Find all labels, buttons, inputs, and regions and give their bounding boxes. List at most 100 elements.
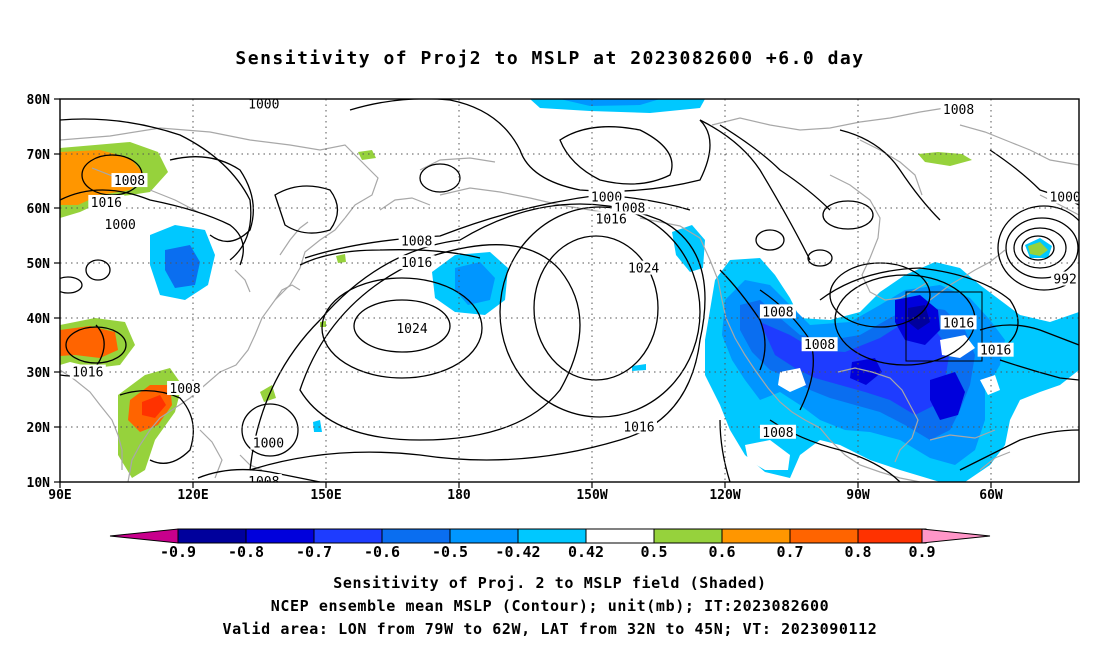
contour-label: 1016 bbox=[401, 256, 432, 271]
lat-label: 80N bbox=[27, 93, 51, 108]
map-frame bbox=[59, 98, 1080, 483]
valid-area-box bbox=[905, 291, 983, 362]
contour-label: 1016 bbox=[980, 344, 1011, 359]
lat-label: 20N bbox=[27, 421, 51, 436]
page-title: Sensitivity of Proj2 to MSLP at 20230826… bbox=[235, 48, 865, 69]
contour-label: 1008 bbox=[943, 103, 974, 118]
contour-label-bg bbox=[977, 342, 1014, 357]
contour-label-bg bbox=[801, 337, 838, 352]
colorbar-arrow-left bbox=[109, 528, 179, 544]
lat-label: 70N bbox=[27, 148, 51, 163]
colorbar-segment bbox=[721, 528, 791, 544]
contour-label: 1008 bbox=[762, 426, 793, 441]
contour-label-bg bbox=[394, 320, 431, 335]
colorbar bbox=[109, 528, 991, 544]
contour-label: 1008 bbox=[169, 382, 200, 397]
contour-label-bg bbox=[620, 419, 657, 434]
colorbar-segment bbox=[177, 528, 247, 544]
colorbar-label: -0.5 bbox=[432, 543, 468, 561]
contour-label: 1024 bbox=[396, 322, 427, 337]
contour-label-bg bbox=[759, 424, 796, 439]
contour-label-bg bbox=[245, 474, 282, 482]
colorbar-label: -0.8 bbox=[228, 543, 264, 561]
lon-label: 180 bbox=[447, 488, 471, 503]
colorbar-segment bbox=[789, 528, 859, 544]
contour-label-bg bbox=[588, 189, 625, 204]
colorbar-segment bbox=[653, 528, 723, 544]
contour-label-bg bbox=[69, 364, 106, 379]
coastlines bbox=[60, 107, 1079, 482]
contour-label-bg bbox=[398, 255, 435, 270]
contour-label: 1008 bbox=[804, 338, 835, 353]
contour-label-bg bbox=[940, 315, 977, 330]
contour-label: 1000 bbox=[1049, 190, 1080, 205]
contour-label-bg bbox=[250, 435, 287, 450]
lat-label: 30N bbox=[27, 366, 51, 381]
lat-label: 50N bbox=[27, 257, 51, 272]
contour-label-bg bbox=[759, 304, 796, 319]
contour-label: 1016 bbox=[91, 196, 122, 211]
colorbar-label: 0.42 bbox=[568, 543, 604, 561]
contour-labels: 1000 1008 1008 1016 1000 1000 1008 1016 1000 1008… bbox=[69, 97, 1080, 490]
lon-label: 60W bbox=[979, 488, 1003, 503]
colorbar-label: -0.9 bbox=[160, 543, 196, 561]
contour-label: 1008 bbox=[248, 475, 279, 490]
colorbar-label: 0.9 bbox=[908, 543, 935, 561]
caption-contour: NCEP ensemble mean MSLP (Contour); unit(… bbox=[270, 597, 830, 615]
contour-label-bg bbox=[102, 216, 139, 231]
contour-label: 1000 bbox=[105, 218, 136, 233]
contour-label: 1024 bbox=[628, 262, 659, 277]
lon-label: 90W bbox=[846, 488, 870, 503]
caption-shaded: Sensitivity of Proj. 2 to MSLP field (Sh… bbox=[333, 574, 767, 592]
lon-label: 150W bbox=[576, 488, 607, 503]
lat-label: 40N bbox=[27, 312, 51, 327]
contour-label: 1016 bbox=[72, 366, 103, 381]
contour-label-bg bbox=[1051, 271, 1079, 286]
colorbar-segment bbox=[449, 528, 519, 544]
contour-label: 992 bbox=[1053, 273, 1076, 288]
gridlines bbox=[60, 99, 1079, 482]
contour-label: 1016 bbox=[596, 212, 627, 227]
colorbar-segment bbox=[381, 528, 451, 544]
colorbar-segment bbox=[313, 528, 383, 544]
contour-label-bg bbox=[88, 194, 125, 209]
contour-label-bg bbox=[625, 260, 662, 275]
contour-label-bg bbox=[611, 200, 648, 215]
colorbar-label: -0.6 bbox=[364, 543, 400, 561]
contour-label: 1008 bbox=[114, 174, 145, 189]
colorbar-label: 0.6 bbox=[708, 543, 735, 561]
contour-label: 1016 bbox=[943, 316, 974, 331]
contour-label-bg bbox=[167, 380, 204, 395]
contour-label: 1000 bbox=[253, 437, 284, 452]
colorbar-label: 0.8 bbox=[844, 543, 871, 561]
colorbar-segment bbox=[245, 528, 315, 544]
contour-label: 1008 bbox=[401, 234, 432, 249]
colorbar-label: 0.5 bbox=[640, 543, 667, 561]
colorbar-segment bbox=[857, 528, 927, 544]
lat-label: 10N bbox=[27, 476, 51, 491]
contour-label: 1000 bbox=[248, 97, 279, 112]
colorbar-segment bbox=[585, 528, 655, 544]
contour-label-bg bbox=[111, 173, 148, 188]
contour-label-bg bbox=[940, 101, 977, 116]
lon-label: 120E bbox=[177, 488, 208, 503]
lon-label: 120W bbox=[709, 488, 740, 503]
lon-label: 150E bbox=[310, 488, 341, 503]
lat-label: 60N bbox=[27, 202, 51, 217]
tick-marks bbox=[54, 98, 992, 488]
contour-label-bg bbox=[1047, 189, 1079, 204]
colorbar-arrow-right bbox=[921, 528, 991, 544]
contour-label-bg bbox=[245, 99, 282, 111]
mslp-contours bbox=[60, 99, 1079, 482]
latitude-labels: 80N 70N 60N 50N 40N 30N 20N 10N bbox=[27, 93, 51, 491]
contour-label-bg bbox=[398, 233, 435, 248]
lon-label: 90E bbox=[48, 488, 71, 503]
contour-label: 1008 bbox=[762, 305, 793, 320]
colorbar-label: -0.42 bbox=[495, 543, 540, 561]
colorbar-labels: -0.9 -0.8 -0.7 -0.6 -0.5 -0.42 0.42 0.5 … bbox=[160, 543, 936, 561]
colorbar-label: 0.7 bbox=[776, 543, 803, 561]
longitude-labels: 90E 120E 150E 180 150W 120W 90W 60W bbox=[48, 488, 1003, 503]
caption-valid-area: Valid area: LON from 79W to 62W, LAT fro… bbox=[222, 620, 878, 638]
contour-label: 1016 bbox=[623, 420, 654, 435]
